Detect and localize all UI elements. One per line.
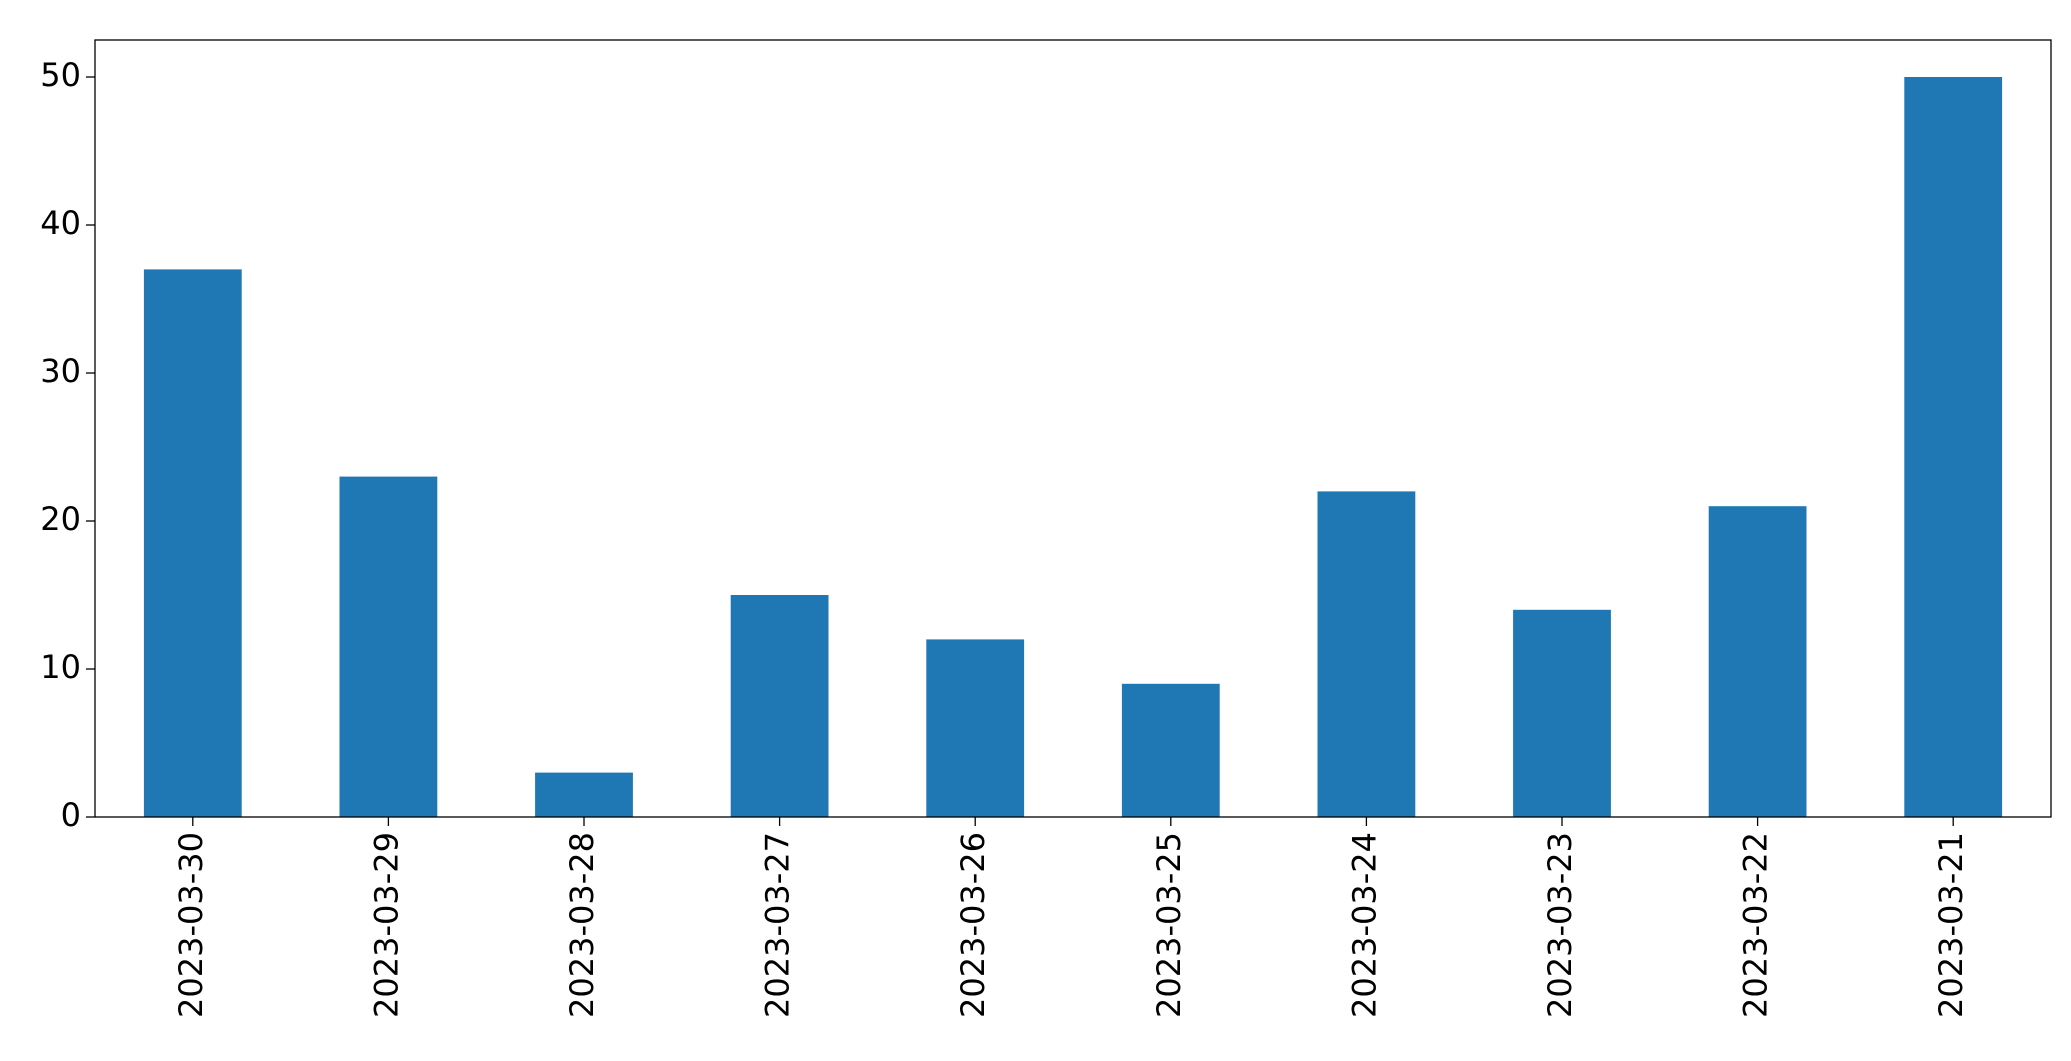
y-tick-label: 30 bbox=[40, 352, 81, 390]
axes-frame bbox=[94, 39, 2052, 818]
bar bbox=[1513, 609, 1611, 817]
x-tick-label: 2023-03-26 bbox=[954, 832, 992, 1018]
x-tick-label: 2023-03-27 bbox=[759, 832, 797, 1018]
x-tick-label: 2023-03-30 bbox=[172, 832, 210, 1018]
bar bbox=[1121, 683, 1220, 817]
y-tick-label: 20 bbox=[40, 500, 81, 538]
x-tick-label: 2023-03-25 bbox=[1150, 832, 1188, 1018]
bar bbox=[730, 595, 829, 817]
bar bbox=[143, 269, 242, 817]
bar bbox=[339, 476, 438, 817]
x-tick-label: 2023-03-21 bbox=[1932, 832, 1970, 1018]
y-tick-label: 10 bbox=[40, 648, 81, 686]
y-tick-label: 40 bbox=[40, 204, 81, 242]
y-tick-label: 50 bbox=[40, 56, 81, 94]
bar bbox=[1904, 77, 2003, 817]
bar bbox=[926, 639, 1025, 817]
y-tick-label: 0 bbox=[61, 796, 81, 834]
bar bbox=[1708, 506, 1807, 817]
x-tick-label: 2023-03-28 bbox=[563, 832, 601, 1018]
bar bbox=[1317, 491, 1416, 817]
x-tick-label: 2023-03-22 bbox=[1737, 832, 1775, 1018]
x-tick-label: 2023-03-23 bbox=[1541, 832, 1579, 1018]
bar bbox=[535, 772, 633, 817]
x-tick-label: 2023-03-24 bbox=[1345, 832, 1383, 1018]
x-tick-label: 2023-03-29 bbox=[367, 832, 405, 1018]
